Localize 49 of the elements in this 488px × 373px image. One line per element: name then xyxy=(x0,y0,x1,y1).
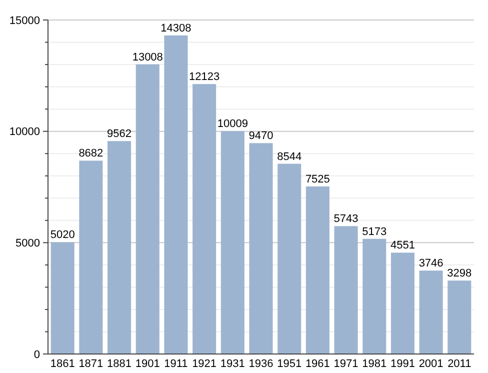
x-tick-label: 2011 xyxy=(448,358,472,370)
x-tick-label: 1931 xyxy=(220,358,245,370)
data-label: 7525 xyxy=(305,173,330,186)
data-label: 3298 xyxy=(447,268,472,280)
x-tick-label: 1951 xyxy=(277,358,302,370)
bar xyxy=(79,160,103,354)
bar xyxy=(419,270,443,354)
bar xyxy=(249,143,273,354)
y-tick-label: 0 xyxy=(34,348,40,361)
bar xyxy=(192,84,216,354)
x-tick-label: 1936 xyxy=(248,358,274,370)
y-tick-label: 5000 xyxy=(16,238,40,250)
x-tick-label: 1861 xyxy=(50,358,75,370)
data-label: 3746 xyxy=(418,258,444,270)
x-tick-label: 1901 xyxy=(135,358,160,370)
data-label: 14308 xyxy=(160,22,192,34)
data-label: 12123 xyxy=(189,71,220,84)
bar xyxy=(390,252,414,354)
x-tick-label: 1991 xyxy=(390,358,415,370)
data-label: 13008 xyxy=(132,51,163,64)
x-tick-label: 1911 xyxy=(164,358,188,370)
data-label: 5020 xyxy=(50,229,75,242)
x-tick-label: 1981 xyxy=(362,358,387,370)
x-tick-label: 1881 xyxy=(107,358,132,370)
bar xyxy=(164,35,188,354)
y-tick-label: 10000 xyxy=(9,126,40,138)
bar xyxy=(50,242,74,354)
bar xyxy=(220,131,244,354)
x-tick-label: 2001 xyxy=(418,358,444,370)
data-label: 10009 xyxy=(217,118,248,130)
data-label: 4551 xyxy=(390,240,415,252)
data-label: 9470 xyxy=(248,130,274,142)
x-tick-label: 1971 xyxy=(334,358,358,370)
bar xyxy=(136,64,160,354)
bar xyxy=(108,141,132,354)
bar xyxy=(278,164,302,354)
data-label: 8544 xyxy=(277,150,302,163)
bar xyxy=(334,226,358,354)
data-label: 5743 xyxy=(334,213,358,226)
data-label: 9562 xyxy=(107,128,132,140)
bar xyxy=(448,280,472,354)
x-tick-label: 1871 xyxy=(78,358,104,370)
data-label: 8682 xyxy=(78,148,104,160)
data-label: 5173 xyxy=(362,226,387,238)
x-tick-label: 1921 xyxy=(192,358,217,370)
bar xyxy=(362,238,386,354)
y-tick-label: 15000 xyxy=(9,14,40,27)
x-tick-label: 1961 xyxy=(305,358,330,370)
bar xyxy=(306,186,330,354)
